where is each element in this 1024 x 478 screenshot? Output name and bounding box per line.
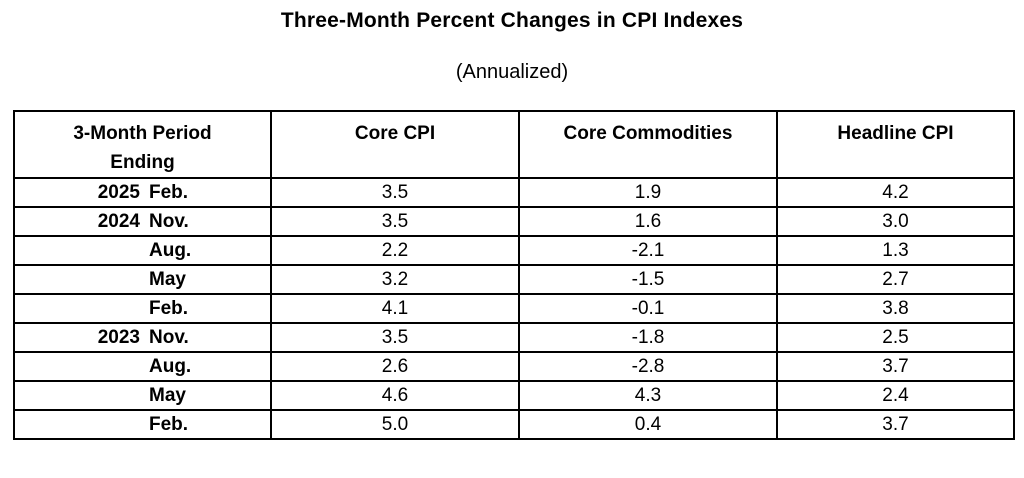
chart-subtitle: (Annualized): [455, 61, 569, 83]
headline-cpi-value: 3.7: [776, 409, 1015, 440]
header-row: 3-Month Period Ending Core CPI Core Comm…: [13, 110, 1015, 179]
period-cell: Feb.: [13, 293, 272, 324]
period-cell: Feb.: [13, 409, 272, 440]
table-row: May 3.2 -1.5 2.7: [13, 264, 1015, 295]
table-row: 2024 Nov. 3.5 1.6 3.0: [13, 206, 1015, 237]
core-commodities-value: 1.6: [518, 206, 778, 237]
period-month: Nov.: [149, 211, 189, 232]
table-row: May 4.6 4.3 2.4: [13, 380, 1015, 411]
column-header-core-commodities: Core Commodities: [518, 110, 778, 179]
table-row: Feb. 4.1 -0.1 3.8: [13, 293, 1015, 324]
table-body: 2025 Feb. 3.5 1.9 4.2 2024 Nov. 3.5 1.6 3.0 Aug. 2.…: [13, 177, 1015, 440]
period-cell: Aug.: [13, 235, 272, 266]
headline-cpi-value: 2.7: [776, 264, 1015, 295]
core-commodities-value: -1.5: [518, 264, 778, 295]
column-header-period: 3-Month Period Ending: [13, 110, 272, 179]
period-label: May: [15, 382, 270, 409]
column-header-core-cpi: Core CPI: [270, 110, 520, 179]
cpi-table: 3-Month Period Ending Core CPI Core Comm…: [13, 110, 1015, 440]
core-commodities-value: 0.4: [518, 409, 778, 440]
headline-cpi-value: 3.0: [776, 206, 1015, 237]
table-row: Feb. 5.0 0.4 3.7: [13, 409, 1015, 440]
column-header-headline-cpi: Headline CPI: [776, 110, 1015, 179]
period-label: Aug.: [15, 353, 270, 380]
headline-cpi-value: 3.8: [776, 293, 1015, 324]
headline-cpi-value: 1.3: [776, 235, 1015, 266]
core-cpi-value: 3.5: [270, 177, 520, 208]
period-cell: 2025 Feb.: [13, 177, 272, 208]
core-commodities-value: -2.8: [518, 351, 778, 382]
chart-title: Three-Month Percent Changes in CPI Index…: [280, 9, 744, 32]
table-header: 3-Month Period Ending Core CPI Core Comm…: [13, 110, 1015, 179]
core-cpi-value: 2.6: [270, 351, 520, 382]
period-label: Feb.: [15, 411, 270, 438]
core-cpi-value: 3.2: [270, 264, 520, 295]
period-cell: 2023 Nov.: [13, 322, 272, 353]
period-label: May: [15, 266, 270, 293]
table-row: 2023 Nov. 3.5 -1.8 2.5: [13, 322, 1015, 353]
period-cell: Aug.: [13, 351, 272, 382]
period-label: 2024 Nov.: [15, 208, 270, 235]
core-commodities-value: -1.8: [518, 322, 778, 353]
period-month: Aug.: [149, 356, 192, 377]
period-year: 2025: [97, 182, 140, 203]
period-year: 2024: [97, 211, 140, 232]
core-commodities-value: -0.1: [518, 293, 778, 324]
period-label: Feb.: [15, 295, 270, 322]
headline-cpi-value: 2.4: [776, 380, 1015, 411]
core-cpi-value: 2.2: [270, 235, 520, 266]
core-commodities-value: 1.9: [518, 177, 778, 208]
column-header-period-label: 3-Month Period Ending: [73, 123, 212, 173]
core-cpi-value: 5.0: [270, 409, 520, 440]
headline-cpi-value: 4.2: [776, 177, 1015, 208]
period-month: Feb.: [149, 414, 189, 435]
period-month: Feb.: [149, 182, 189, 203]
core-commodities-value: -2.1: [518, 235, 778, 266]
period-label: Aug.: [15, 237, 270, 264]
core-cpi-value: 4.6: [270, 380, 520, 411]
period-cell: 2024 Nov.: [13, 206, 272, 237]
period-month: Nov.: [149, 327, 189, 348]
core-cpi-value: 3.5: [270, 322, 520, 353]
period-label: 2023 Nov.: [15, 324, 270, 351]
period-month: Feb.: [149, 298, 189, 319]
core-cpi-value: 3.5: [270, 206, 520, 237]
table-row: Aug. 2.2 -2.1 1.3: [13, 235, 1015, 266]
period-month: May: [149, 269, 186, 290]
period-month: May: [149, 385, 186, 406]
period-cell: May: [13, 380, 272, 411]
period-label: 2025 Feb.: [15, 179, 270, 206]
headline-cpi-value: 3.7: [776, 351, 1015, 382]
period-cell: May: [13, 264, 272, 295]
core-cpi-value: 4.1: [270, 293, 520, 324]
period-year: 2023: [97, 327, 140, 348]
table-row: Aug. 2.6 -2.8 3.7: [13, 351, 1015, 382]
table-row: 2025 Feb. 3.5 1.9 4.2: [13, 177, 1015, 208]
headline-cpi-value: 2.5: [776, 322, 1015, 353]
core-commodities-value: 4.3: [518, 380, 778, 411]
period-month: Aug.: [149, 240, 192, 261]
